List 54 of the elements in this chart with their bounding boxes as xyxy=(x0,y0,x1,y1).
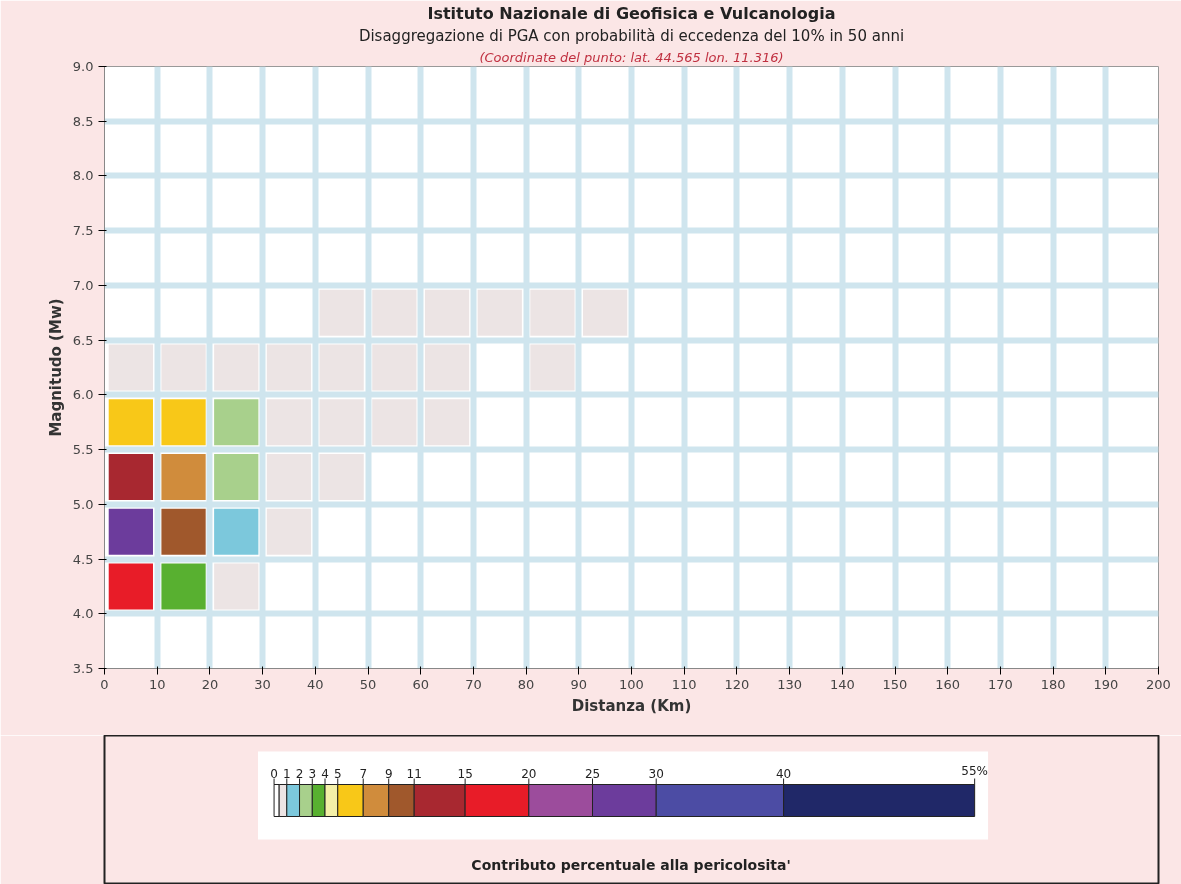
color-bar-label: 40 xyxy=(775,766,792,781)
x-tick-label: 150 xyxy=(882,676,908,692)
x-tick-label: 120 xyxy=(724,676,750,692)
x-tick-label: 170 xyxy=(987,676,1013,692)
color-bar-label: 5 xyxy=(333,766,342,781)
y-tick-label: 7.0 xyxy=(72,277,94,293)
y-tick-label: 6.0 xyxy=(72,387,94,403)
color-bar-label: 2 xyxy=(295,766,304,781)
y-tick-label: 6.5 xyxy=(72,332,94,348)
color-bar-label: 4 xyxy=(321,766,329,781)
color-bar-label: 55% xyxy=(961,763,988,778)
x-tick-label: 100 xyxy=(619,676,644,692)
color-bar-label: 11 xyxy=(406,766,422,781)
chart-title: Istituto Nazionale di Geofisica e Vulcanologia xyxy=(427,3,836,23)
x-tick-label: 130 xyxy=(777,676,803,692)
y-tick-label: 8.5 xyxy=(72,113,94,129)
color-bar-label: 7 xyxy=(359,766,368,781)
color-bar-label: 25 xyxy=(584,766,601,781)
x-tick-label: 30 xyxy=(254,676,271,692)
x-tick-label: 140 xyxy=(829,676,855,692)
x-tick-label: 200 xyxy=(1146,676,1171,692)
x-tick-label: 60 xyxy=(412,676,429,692)
y-axis-title: Magnitudo (Mw) xyxy=(46,298,65,437)
x-tick-label: 20 xyxy=(201,676,219,692)
y-tick-label: 7.5 xyxy=(72,223,94,239)
color-bar-label: 15 xyxy=(457,766,473,781)
x-axis-title: Distanza (Km) xyxy=(571,696,692,715)
y-tick-label: 5.5 xyxy=(72,442,94,458)
text: (Coordinate del punto: lat. 44.565 lon. 11.316) xyxy=(479,49,784,65)
color-bar-label: 0 xyxy=(270,766,278,781)
x-tick-label: 190 xyxy=(1093,676,1119,692)
chart-subtitle: Disaggregazione di PGA con probabilità di eccedenza del 10% in 50 anni xyxy=(358,26,905,45)
x-tick-label: 50 xyxy=(359,676,377,692)
y-tick-label: 9.0 xyxy=(72,59,94,74)
color-bar-label: 3 xyxy=(308,766,317,781)
y-tick-label: 8.0 xyxy=(72,168,94,184)
x-tick-label: 110 xyxy=(671,676,697,692)
y-tick-label: 4.5 xyxy=(72,551,94,567)
x-tick-label: 80 xyxy=(517,676,535,692)
x-tick-label: 0 xyxy=(100,676,109,692)
x-tick-label: 180 xyxy=(1040,676,1066,692)
color-bar-label: 1 xyxy=(282,766,291,781)
color-bar-label: 30 xyxy=(648,766,664,781)
color-bar-label: 9 xyxy=(384,766,393,781)
x-tick-label: 160 xyxy=(935,676,961,692)
x-tick-label: 70 xyxy=(465,676,482,692)
color-bar-label: 20 xyxy=(521,766,537,781)
y-tick-label: 3.5 xyxy=(72,661,94,676)
x-tick-label: 10 xyxy=(148,676,166,692)
x-tick-label: 90 xyxy=(570,676,588,692)
x-tick-label: 40 xyxy=(307,676,324,692)
color-bar-title: Contributo percentuale alla pericolosita' xyxy=(471,856,791,873)
y-tick-label: 4.0 xyxy=(72,606,94,622)
y-tick-label: 5.0 xyxy=(72,496,94,512)
